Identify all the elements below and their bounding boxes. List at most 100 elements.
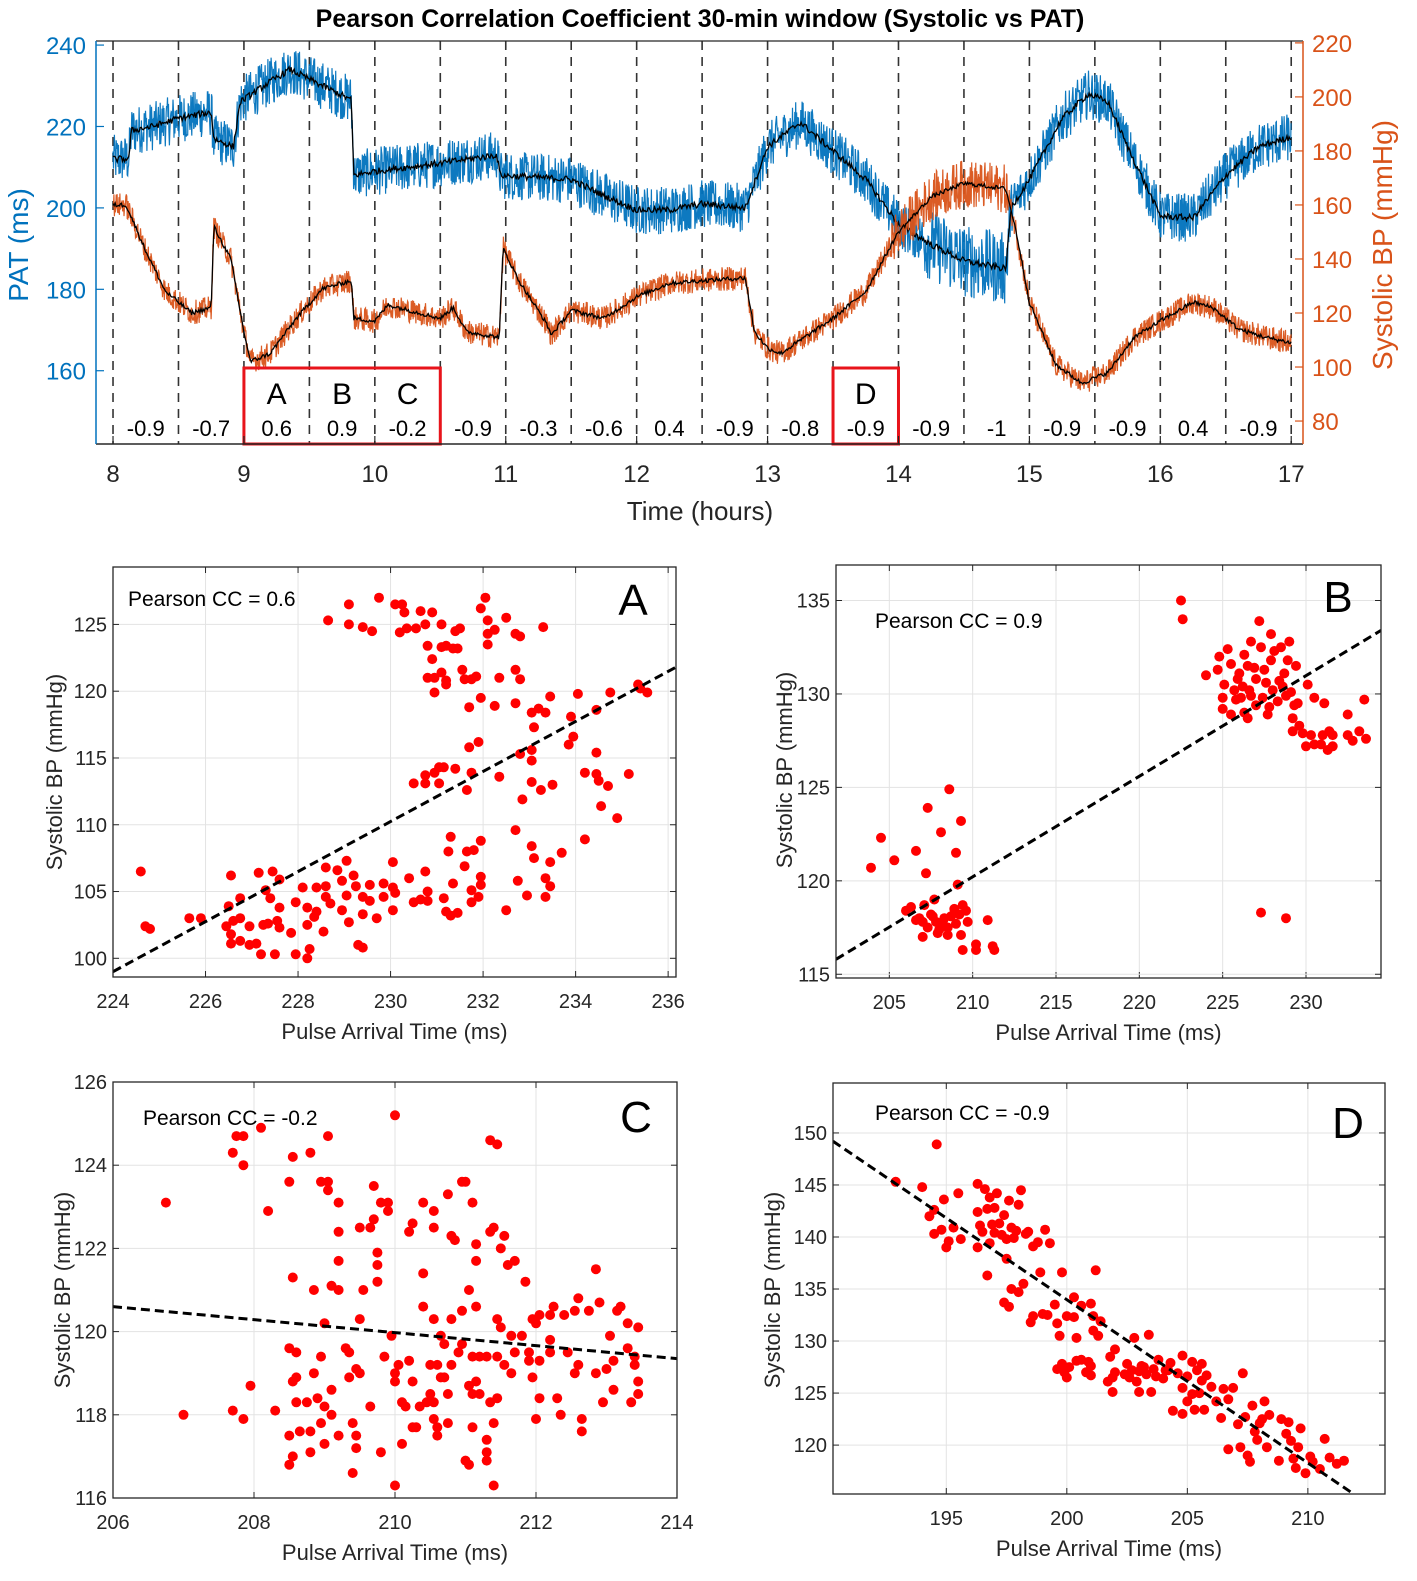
- data-point: [545, 691, 556, 702]
- left-y-tick-label: 200: [46, 196, 86, 223]
- data-point: [1235, 1442, 1246, 1453]
- data-point: [422, 640, 433, 651]
- data-point: [457, 1339, 467, 1350]
- data-point: [378, 878, 389, 889]
- data-point: [1236, 692, 1246, 703]
- data-point: [427, 607, 438, 618]
- data-point: [501, 905, 512, 916]
- x-axis-label: Pulse Arrival Time (ms): [995, 1020, 1221, 1045]
- data-point: [569, 1368, 580, 1379]
- data-point: [529, 722, 539, 733]
- data-point: [962, 916, 973, 927]
- data-point: [1105, 1351, 1116, 1362]
- data-point: [1222, 644, 1233, 655]
- data-point: [482, 639, 493, 650]
- window-correlation-label: 0.4: [1178, 416, 1209, 441]
- data-point: [568, 731, 579, 742]
- data-point: [428, 1222, 439, 1233]
- data-point: [622, 1318, 633, 1329]
- data-point: [231, 1131, 242, 1142]
- data-point: [593, 775, 604, 786]
- data-point: [569, 1305, 580, 1316]
- data-point: [495, 1243, 506, 1254]
- data-point: [418, 1268, 429, 1279]
- data-point: [605, 1330, 615, 1341]
- data-points: [113, 1110, 677, 1491]
- data-point: [323, 1176, 333, 1187]
- data-point: [921, 868, 931, 879]
- data-point: [522, 890, 532, 901]
- right-y-tick-label: 200: [1312, 85, 1352, 112]
- data-point: [1226, 659, 1236, 669]
- data-point: [320, 881, 331, 892]
- data-point: [256, 1122, 266, 1133]
- panel-letter: A: [618, 576, 648, 625]
- data-point: [253, 867, 264, 878]
- window-correlation-label: -0.9: [1240, 416, 1278, 441]
- data-point: [951, 918, 961, 929]
- data-point: [1279, 668, 1290, 679]
- y-tick-label: 130: [797, 684, 830, 706]
- data-point: [238, 1414, 249, 1424]
- data-point: [466, 897, 477, 908]
- x-tick-label: 195: [930, 1508, 963, 1530]
- data-point: [1085, 1298, 1096, 1309]
- data-point: [1023, 1226, 1034, 1237]
- data-point: [354, 1368, 365, 1379]
- data-point: [459, 674, 470, 685]
- data-point: [443, 846, 454, 857]
- data-point: [1160, 1365, 1171, 1376]
- data-point: [1295, 1423, 1306, 1434]
- data-point: [461, 846, 472, 857]
- data-point: [1218, 1383, 1229, 1394]
- data-point: [633, 1389, 644, 1399]
- data-point: [367, 626, 378, 637]
- data-point: [286, 927, 297, 938]
- data-point: [432, 1430, 443, 1441]
- y-axis-label: Systolic BP (mmHg): [760, 1192, 785, 1388]
- x-tick-label: 206: [96, 1512, 129, 1534]
- data-point: [184, 913, 195, 924]
- data-point: [354, 1222, 365, 1233]
- data-point: [333, 1197, 344, 1208]
- data-point: [302, 953, 313, 964]
- data-point: [357, 891, 368, 902]
- data-point: [1129, 1332, 1140, 1343]
- data-point: [591, 747, 602, 758]
- data-point: [1319, 1433, 1330, 1444]
- data-point: [343, 599, 354, 610]
- data-point: [906, 902, 916, 912]
- data-point: [368, 1214, 379, 1225]
- data-point: [515, 631, 526, 642]
- data-point: [475, 871, 486, 882]
- data-point: [489, 624, 500, 635]
- data-point: [572, 688, 583, 699]
- pearson-cc-annotation: Pearson CC = 0.6: [128, 588, 296, 611]
- data-point: [499, 1359, 510, 1370]
- data-point: [425, 1389, 436, 1399]
- data-point: [944, 784, 955, 795]
- left-y-tick-label: 220: [46, 114, 86, 141]
- data-point: [442, 1418, 453, 1429]
- x-axis-label: Pulse Arrival Time (ms): [996, 1536, 1222, 1561]
- data-point: [408, 897, 419, 908]
- data-point: [450, 763, 461, 774]
- data-point: [1165, 1357, 1176, 1368]
- data-point: [347, 1468, 358, 1478]
- data-point: [1252, 1434, 1263, 1445]
- data-point: [534, 1355, 545, 1366]
- data-point: [445, 831, 456, 842]
- sbp-signal-line: [112, 160, 1292, 392]
- data-point: [284, 1176, 295, 1187]
- data-point: [545, 1334, 556, 1345]
- data-point: [488, 1480, 499, 1491]
- data-point: [1013, 1199, 1024, 1210]
- data-point: [1282, 655, 1293, 666]
- data-point: [1201, 1370, 1212, 1381]
- data-point: [1110, 1344, 1120, 1355]
- data-point: [576, 1414, 587, 1424]
- data-point: [555, 1409, 566, 1420]
- axes-box: [112, 566, 677, 978]
- data-point: [1242, 713, 1253, 724]
- data-point: [911, 845, 921, 856]
